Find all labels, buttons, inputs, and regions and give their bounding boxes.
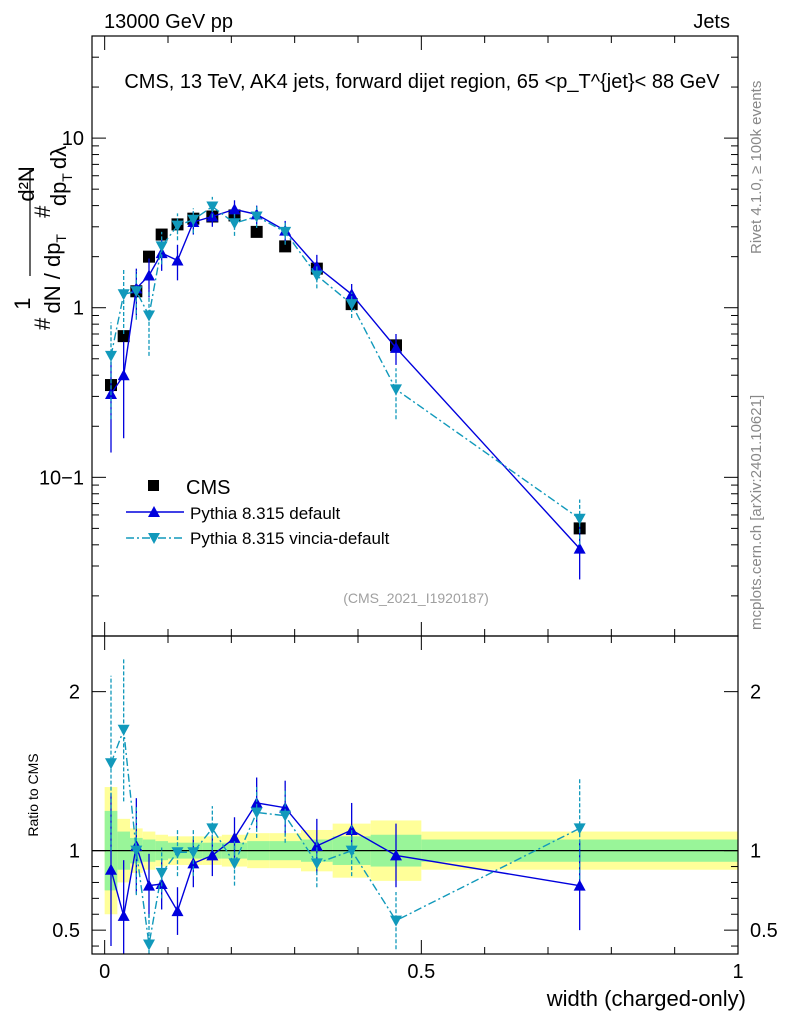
legend-mc1-label: Pythia 8.315 default [190,504,341,523]
main-y-tick-label: 1 [73,298,84,320]
mc2-point [345,299,358,311]
mc1-point [171,254,184,266]
ratio-mc1-point [573,879,586,891]
legend-cms-label: CMS [186,477,230,499]
legend-mc2-marker [148,533,160,544]
ratio-y-tick-label: 0.5 [52,920,80,942]
ratio-mc1-point [279,801,292,813]
ratio-mc1-point [310,839,323,851]
cms-data-point [143,250,155,263]
ratio-mc2-point [143,939,155,951]
mc2-point [105,350,117,362]
mc2-point [117,289,130,301]
ratio-y-tick-label: 1 [69,841,80,863]
ratio-mc1-point [117,909,130,921]
mc2-point [130,286,143,298]
mc2-line [110,205,581,520]
ratio-x-tick-label: 0.5 [407,961,435,983]
mc2-point [250,211,263,223]
legend: CMS Pythia 8.315 default Pythia 8.315 vi… [126,477,390,548]
mc1-point [573,542,586,554]
ratio-mc1-point [390,849,402,861]
legend-cms-marker [148,480,159,491]
mc1-point [310,260,323,272]
cms-data-point [117,330,130,343]
chart-title: CMS, 13 TeV, AK4 jets, forward dijet reg… [124,71,720,93]
ratio-mc2-point [187,847,200,859]
category-label: Jets [693,11,730,33]
ratio-x-tick-label: 1 [732,961,743,983]
mcplots-source-label: mcplots.cern.ch [arXiv:2401.10621] [748,395,765,630]
ratio-mc2-point [228,858,241,870]
ratio-mc1-point [250,796,263,808]
mc2-point [171,220,184,232]
ratio-mc1-point [206,849,219,861]
rivet-version-label: Rivet 4.1.0, ≥ 100k events [748,81,765,254]
ratio-mc2-point [279,810,292,822]
cms-data-point [155,228,168,241]
mc2-point [279,226,292,238]
legend-mc2-label: Pythia 8.315 vincia-default [190,529,390,548]
mc2-point [228,218,241,230]
mc2-point [390,384,402,396]
mc1-point [143,269,155,281]
ratio-mc1-point [143,879,155,891]
ratio-mc1-point [345,823,358,835]
ratio-y-axis-label: Ratio to CMS [25,753,41,836]
ratio-mc2-point [206,823,219,835]
mc1-point [228,203,241,215]
ratio-mc2-point [250,807,263,819]
ratio-y-tick-label-right: 2 [750,682,761,704]
main-y-axis-label: #1 dN / dpT #d²N dpTdλ [10,146,75,330]
ratio-mc2-point [310,858,323,870]
ratio-mc2-point [573,823,586,835]
legend-mc1-marker [148,506,160,517]
mc2-point [206,201,219,213]
mc1-point [155,247,168,259]
analysis-watermark: (CMS_2021_I1920187) [343,590,489,606]
main-y-tick-label: 10−1 [39,467,84,489]
mc1-point [390,341,402,353]
mc2-point [573,513,586,525]
ratio-mc2-point [171,847,184,859]
ratio-x-tick-label: 0 [99,961,110,983]
mc1-line [110,208,581,550]
main-y-tick-label: 10 [62,128,84,150]
ratio-mc2-point [105,758,117,770]
ratio-mc2-point [390,915,402,927]
ratio-mc1-point [105,863,117,875]
cms-data-point [279,240,292,253]
ratio-mc2-point [155,867,168,879]
mc2-point [310,270,323,282]
ratio-y-tick-label: 2 [69,682,80,704]
mc2-point [155,241,168,253]
cms-data-point [250,225,263,238]
mc1-point [117,369,130,381]
ratio-mc2-point [345,845,358,857]
mc2-point [187,214,200,226]
main-plot-frame [91,35,739,637]
ratio-mc1-point [171,905,184,917]
energy-label: 13000 GeV pp [104,11,233,33]
ratio-mc2-point [130,845,143,857]
ratio-mc1-point [228,831,241,843]
mc2-point [143,310,155,322]
ratio-plot-frame [91,635,739,955]
x-axis-label: width (charged-only) [546,986,746,1011]
ratio-y-tick-label-right: 0.5 [750,920,778,942]
main-y-label-part: #1 dN / dpT #d²N dpTdλ [10,146,75,330]
ratio-y-tick-label-right: 1 [750,841,761,863]
ratio-mc2-point [117,724,130,736]
